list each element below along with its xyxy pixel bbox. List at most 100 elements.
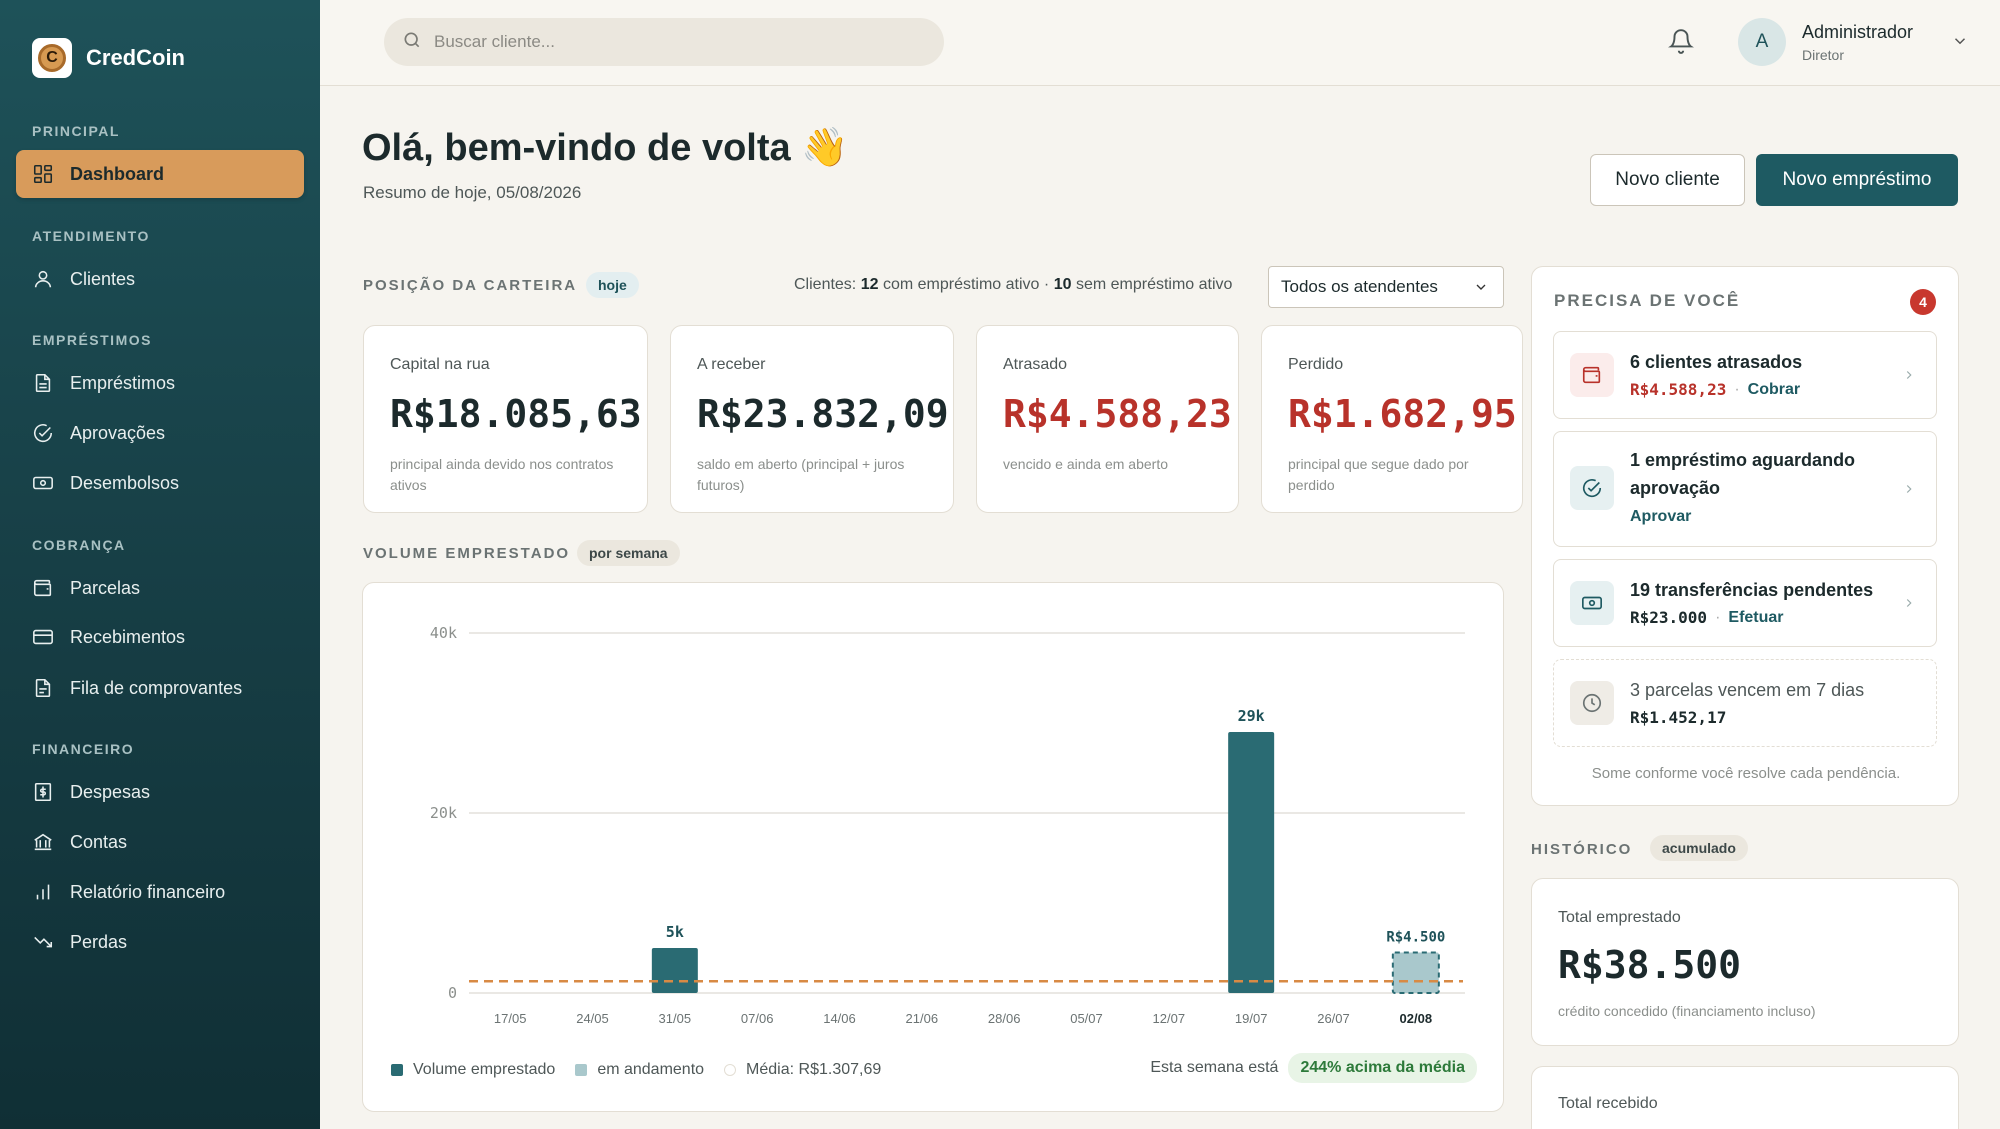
brand[interactable]: C CredCoin [32, 38, 185, 78]
banknote-icon [32, 472, 54, 494]
sidebar-item-parcelas[interactable]: Parcelas [16, 564, 304, 612]
user-menu[interactable]: A Administrador Diretor [1738, 18, 1971, 66]
needs-you-card: PRECISA DE VOCÊ 4 6 clientes atrasados R… [1531, 266, 1959, 806]
sidebar-item-desembolsos[interactable]: Desembolsos [16, 459, 304, 507]
kpi-label: Capital na rua [390, 356, 490, 373]
x-tick-label: 05/07 [1070, 1011, 1103, 1026]
chevron-right-icon [1902, 368, 1918, 384]
attendant-filter-select[interactable]: Todos os atendentes [1268, 266, 1504, 308]
wallet-icon [32, 577, 54, 599]
clients-summary: Clientes: 12 com empréstimo ativo · 10 s… [794, 276, 1232, 294]
legend-item-average: Média: R$1.307,69 [724, 1061, 881, 1079]
kpi-card-overdue: Atrasado R$4.588,23 vencido e ainda em a… [976, 325, 1239, 513]
task-amount: R$23.000 [1630, 608, 1708, 627]
user-role: Diretor [1802, 46, 1845, 63]
chevron-right-icon [1902, 596, 1918, 612]
kpi-card-capital: Capital na rua R$18.085,63 principal ain… [363, 325, 648, 513]
bank-icon [32, 831, 54, 853]
sidebar-item-label: Desembolsos [70, 472, 180, 493]
history-badge: acumulado [1650, 835, 1748, 861]
x-tick-label: 14/06 [823, 1011, 856, 1026]
task-upcoming-installments[interactable]: 3 parcelas vencem em 7 dias R$1.452,17 [1553, 659, 1937, 747]
nav-section-atendimento: ATENDIMENTO [32, 228, 150, 244]
bar-value-label: 29k [1238, 707, 1265, 725]
kpi-description: vencido e ainda em aberto [1003, 456, 1168, 472]
nav-section-principal: PRINCIPAL [32, 123, 120, 139]
sidebar-item-label: Dashboard [70, 163, 165, 184]
avatar: A [1738, 18, 1786, 66]
legend-label: Volume emprestado [413, 1061, 556, 1078]
sidebar-item-clientes[interactable]: Clientes [16, 255, 304, 303]
total-lent-label: Total emprestado [1558, 909, 1681, 926]
legend-label: em andamento [597, 1061, 705, 1078]
sidebar-item-relatorio-financeiro[interactable]: Relatório financeiro [16, 868, 304, 916]
kpi-description: principal ainda devido nos contratos ati… [390, 456, 614, 493]
execute-link[interactable]: Efetuar [1728, 608, 1784, 626]
x-tick-label: 07/06 [741, 1011, 774, 1026]
sidebar-item-perdas[interactable]: Perdas [16, 918, 304, 966]
sidebar-item-recebimentos[interactable]: Recebimentos [16, 613, 304, 661]
search-input[interactable] [434, 32, 914, 52]
sidebar-item-emprestimos[interactable]: Empréstimos [16, 359, 304, 407]
volume-title: VOLUME EMPRESTADO [363, 545, 571, 562]
user-name: Administrador [1802, 21, 1914, 42]
task-sub: R$1.452,17 [1630, 708, 1726, 727]
dollar-doc-icon [32, 781, 54, 803]
task-overdue-clients[interactable]: 6 clientes atrasados R$4.588,23 · Cobrar [1553, 331, 1937, 419]
sidebar-item-fila-comprovantes[interactable]: Fila de comprovantes [16, 664, 304, 712]
this-week-label: Esta semana está [1150, 1059, 1279, 1076]
sidebar: C CredCoin PRINCIPAL Dashboard ATENDIMEN… [0, 0, 320, 1129]
page-title: Olá, bem-vindo de volta 👋 [362, 127, 849, 169]
sidebar-item-label: Contas [70, 831, 128, 852]
task-amount: R$4.588,23 [1630, 380, 1727, 399]
bar-chart-icon [32, 881, 54, 903]
coin-icon: C [38, 44, 66, 72]
collect-link[interactable]: Cobrar [1747, 380, 1801, 398]
sidebar-item-contas[interactable]: Contas [16, 818, 304, 866]
dashboard-icon [32, 163, 54, 185]
receipt-icon [32, 677, 54, 699]
sidebar-item-label: Recebimentos [70, 626, 186, 647]
clients-inactive-text: sem empréstimo ativo [1075, 276, 1233, 293]
total-received-card: Total recebido [1531, 1066, 1959, 1129]
sidebar-item-label: Empréstimos [70, 372, 176, 393]
task-pending-transfers[interactable]: 19 transferências pendentes R$23.000 · E… [1553, 559, 1937, 647]
brand-logo: C [32, 38, 72, 78]
clock-icon [1570, 681, 1614, 725]
sidebar-item-dashboard[interactable]: Dashboard [16, 150, 304, 198]
search-bar[interactable] [384, 18, 944, 66]
sidebar-item-despesas[interactable]: Despesas [16, 768, 304, 816]
sidebar-item-label: Clientes [70, 268, 136, 289]
legend-item-lent: Volume emprestado [391, 1061, 555, 1079]
task-sub: Aprovar [1630, 508, 1691, 526]
history-title: HISTÓRICO [1531, 841, 1633, 858]
separator: · [1734, 380, 1740, 398]
user-icon [32, 268, 54, 290]
portfolio-title: POSIÇÃO DA CARTEIRA [363, 277, 578, 294]
kpi-description: saldo em aberto (principal + juros futur… [697, 456, 905, 493]
kpi-label: A receber [697, 356, 766, 373]
sidebar-item-aprovacoes[interactable]: Aprovações [16, 409, 304, 457]
approve-link[interactable]: Aprovar [1630, 508, 1692, 525]
bell-icon[interactable] [1668, 28, 1696, 56]
portfolio-badge: hoje [586, 272, 639, 298]
new-client-button[interactable]: Novo cliente [1590, 154, 1745, 206]
clients-active-count: 12 [860, 276, 879, 293]
task-title: 19 transferências pendentes [1630, 580, 1874, 600]
new-loan-button[interactable]: Novo empréstimo [1756, 154, 1958, 206]
card-icon [32, 626, 54, 648]
banknote-icon [1570, 581, 1614, 625]
kpi-value: R$23.832,09 [697, 392, 949, 436]
task-pending-approval[interactable]: 1 empréstimo aguardando aprovação Aprova… [1553, 431, 1937, 547]
bar-value-label: 5k [666, 923, 684, 941]
y-tick-label: 20k [430, 804, 457, 822]
clients-active-text: com empréstimo ativo [882, 276, 1040, 293]
wallet-icon [1570, 353, 1614, 397]
kpi-value: R$1.682,95 [1288, 392, 1517, 436]
chevron-down-icon[interactable] [1951, 32, 1971, 52]
x-tick-label: 19/07 [1235, 1011, 1268, 1026]
sidebar-item-label: Relatório financeiro [70, 881, 226, 902]
chevron-down-icon [1476, 284, 1486, 290]
bar [651, 948, 698, 993]
task-title: 3 parcelas vencem em 7 dias [1630, 680, 1865, 700]
